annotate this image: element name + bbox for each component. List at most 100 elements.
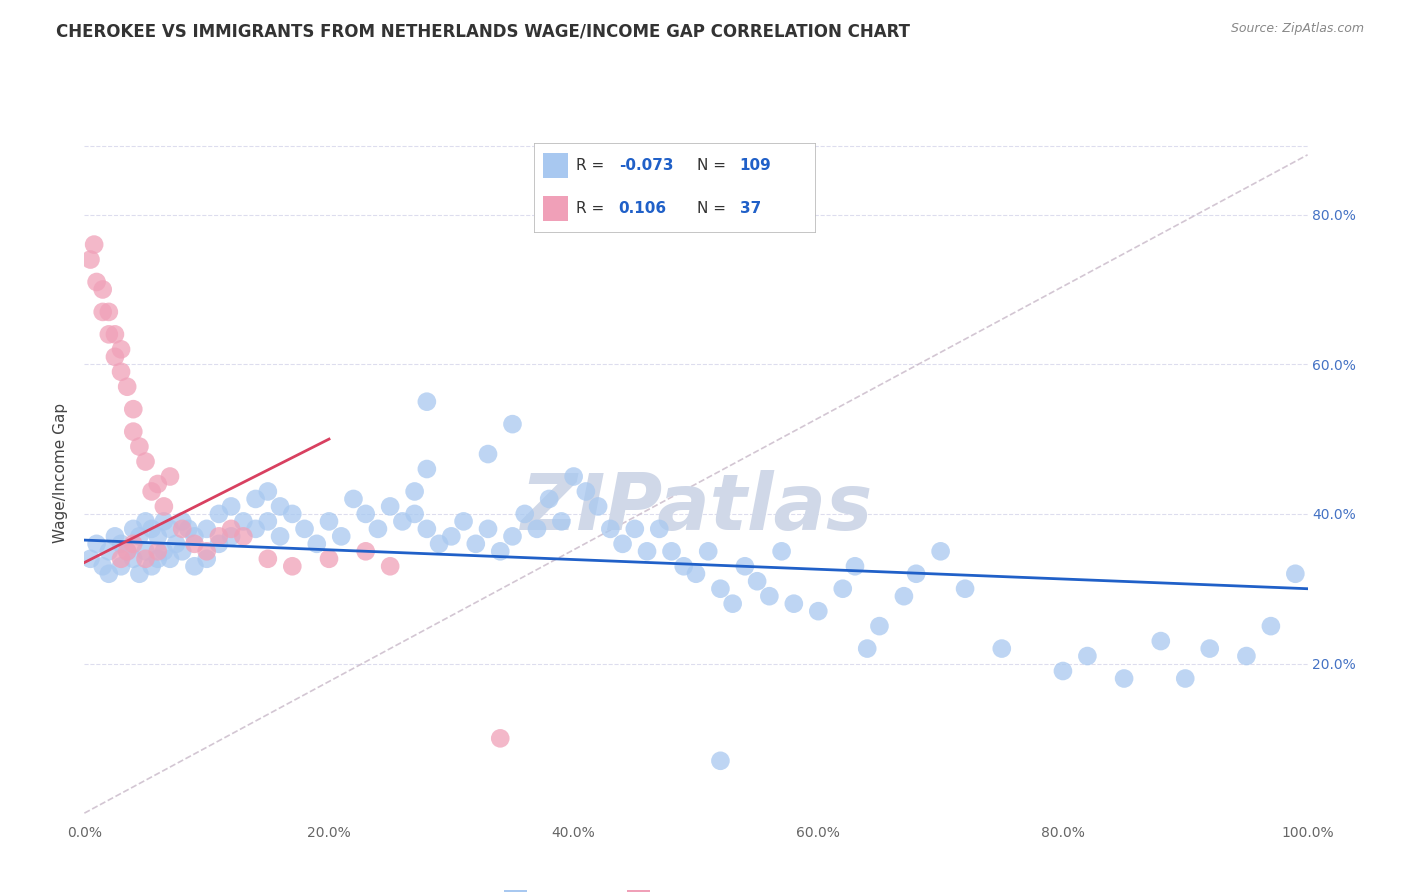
Point [575, 484, 598, 499]
Point [115, 380, 138, 394]
Point [1260, 619, 1282, 633]
Point [219, 500, 242, 514]
Point [648, 522, 671, 536]
Point [219, 529, 242, 543]
Point [354, 544, 377, 558]
Point [856, 641, 879, 656]
Point [159, 551, 181, 566]
Text: R =: R = [576, 158, 610, 173]
Point [208, 529, 231, 543]
Point [97, 327, 120, 342]
Point [104, 529, 127, 543]
Point [404, 507, 426, 521]
Text: CHEROKEE VS IMMIGRANTS FROM NETHERLANDS WAGE/INCOME GAP CORRELATION CHART: CHEROKEE VS IMMIGRANTS FROM NETHERLANDS … [56, 22, 910, 40]
Point [502, 529, 524, 543]
Point [128, 566, 150, 581]
Text: N =: N = [697, 201, 731, 216]
Point [1174, 672, 1197, 686]
Point [427, 537, 450, 551]
Point [380, 500, 402, 514]
Point [135, 515, 157, 529]
Point [165, 537, 187, 551]
Point [709, 582, 731, 596]
Point [135, 551, 157, 566]
Point [672, 559, 695, 574]
Point [153, 515, 176, 529]
Point [281, 507, 304, 521]
Point [97, 305, 120, 319]
Point [661, 544, 683, 558]
Point [146, 544, 169, 558]
Point [128, 529, 150, 543]
Point [97, 566, 120, 581]
Point [135, 544, 157, 558]
Point [153, 500, 176, 514]
Point [318, 551, 340, 566]
Point [110, 365, 132, 379]
Point [97, 544, 120, 558]
Text: ZIPatlas: ZIPatlas [520, 469, 872, 546]
Point [91, 305, 114, 319]
Point [86, 537, 108, 551]
Point [146, 529, 169, 543]
Point [91, 559, 114, 574]
Text: 109: 109 [740, 158, 772, 173]
Point [367, 522, 389, 536]
Point [257, 515, 280, 529]
Point [489, 544, 512, 558]
Point [141, 484, 163, 499]
Bar [543, 153, 568, 178]
Point [929, 544, 952, 558]
Point [697, 544, 720, 558]
Point [172, 544, 194, 558]
Point [869, 619, 891, 633]
Point [110, 537, 132, 551]
Point [538, 491, 561, 506]
Bar [543, 196, 568, 221]
Point [330, 529, 353, 543]
Point [550, 515, 572, 529]
Text: 37: 37 [740, 201, 761, 216]
Legend: Cherokee, Immigrants from Netherlands: Cherokee, Immigrants from Netherlands [498, 884, 894, 892]
Point [416, 394, 439, 409]
Text: Source: ZipAtlas.com: Source: ZipAtlas.com [1230, 22, 1364, 36]
Point [453, 515, 475, 529]
Point [562, 469, 585, 483]
Point [747, 574, 769, 589]
Point [636, 544, 658, 558]
Point [122, 522, 145, 536]
Point [1114, 672, 1136, 686]
Point [104, 350, 127, 364]
Point [172, 515, 194, 529]
Point [245, 522, 267, 536]
Point [115, 544, 138, 558]
Point [83, 237, 105, 252]
Point [183, 537, 205, 551]
Point [159, 522, 181, 536]
Point [502, 417, 524, 431]
Point [294, 522, 316, 536]
Point [104, 327, 127, 342]
Point [526, 522, 548, 536]
Point [477, 522, 499, 536]
Point [612, 537, 634, 551]
Point [416, 462, 439, 476]
Point [586, 500, 609, 514]
Point [464, 537, 486, 551]
Point [232, 515, 254, 529]
Point [269, 529, 291, 543]
Point [1284, 566, 1306, 581]
Point [195, 544, 218, 558]
Point [380, 559, 402, 574]
Point [257, 484, 280, 499]
Point [91, 283, 114, 297]
Point [195, 551, 218, 566]
Point [195, 522, 218, 536]
Point [219, 522, 242, 536]
Point [110, 551, 132, 566]
Point [305, 537, 328, 551]
Point [709, 754, 731, 768]
Point [416, 522, 439, 536]
Point [489, 731, 512, 746]
Point [177, 522, 200, 536]
